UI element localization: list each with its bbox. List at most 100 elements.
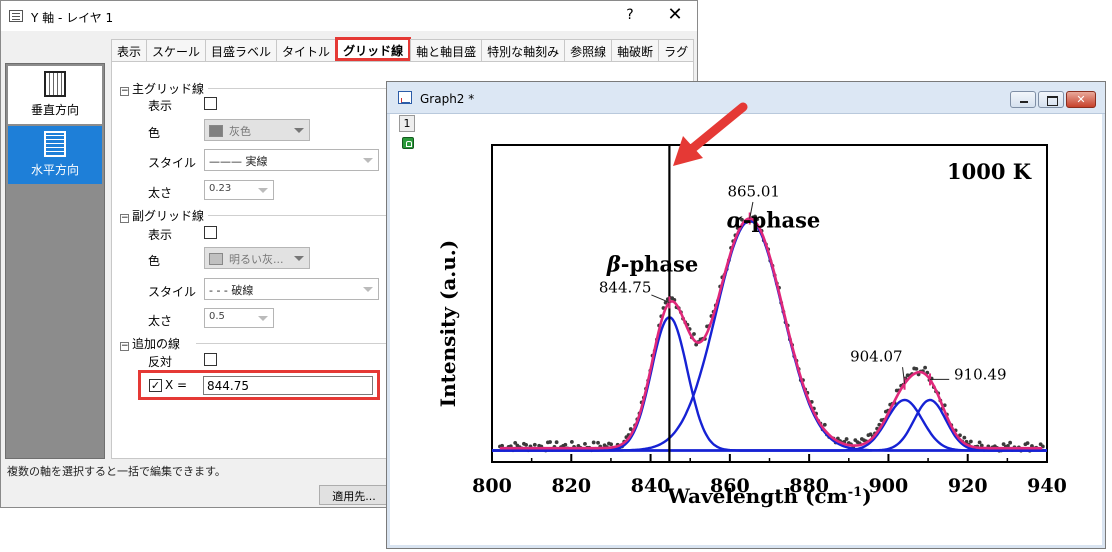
tab-2[interactable]: 目盛ラベル	[205, 39, 278, 61]
minor-width-label: 太さ	[148, 314, 173, 328]
data-point	[563, 442, 568, 447]
data-point	[914, 366, 919, 371]
peak-leader-line	[651, 294, 670, 303]
chevron-down-icon	[294, 256, 304, 261]
major-width-label: 太さ	[148, 186, 173, 200]
minor-style-label: スタイル	[148, 285, 197, 299]
maximize-button[interactable]	[1038, 91, 1064, 108]
help-button[interactable]: ?	[626, 7, 634, 23]
minor-color-select[interactable]: 明るい灰...	[204, 247, 310, 269]
data-point	[513, 440, 518, 445]
tab-5[interactable]: 軸と軸目盛	[410, 39, 483, 61]
data-point	[524, 443, 528, 447]
status-text: 複数の軸を選択すると一括で編集できます。	[7, 465, 226, 478]
chevron-down-icon	[258, 316, 268, 321]
sidebar-item-label: 垂直方向	[30, 103, 79, 117]
phase-label-1: α-phase	[727, 208, 821, 233]
close-button[interactable]: ✕	[667, 4, 683, 25]
data-point	[596, 440, 600, 445]
chevron-down-icon	[363, 158, 373, 163]
dialog-titlebar[interactable]: Y 軸 - レイヤ 1 ? ✕	[1, 1, 697, 31]
graph-window: Graph2 * 1 800 820 840 860 880 900 920 940 Wavel…	[386, 81, 1106, 549]
chevron-down-icon	[258, 188, 268, 193]
data-point	[968, 439, 973, 444]
data-point	[554, 440, 559, 445]
sidebar-item-label: 水平方向	[30, 163, 79, 177]
tab-7[interactable]: 参照線	[564, 39, 613, 61]
peak-label-0: 844.75	[599, 278, 652, 296]
opposite-checkbox[interactable]	[204, 353, 217, 366]
graph-title: Graph2 *	[420, 92, 475, 106]
peak-label-3: 910.49	[954, 365, 1007, 383]
tab-6[interactable]: 特別な軸刻み	[481, 39, 566, 61]
data-point	[1008, 440, 1013, 445]
chevron-down-icon	[363, 287, 373, 292]
major-show-checkbox[interactable]	[204, 97, 217, 110]
layer-tab[interactable]: 1	[399, 115, 415, 132]
x-tick-label: 820	[551, 475, 591, 497]
opposite-label: 反対	[148, 355, 173, 369]
sidebar-item-vertical[interactable]: 垂直方向	[8, 66, 102, 124]
x-line-checkbox[interactable]: ✓	[149, 379, 162, 392]
major-grid-header[interactable]: − 主グリッド線	[120, 82, 205, 96]
apply-to-button[interactable]: 適用先...	[319, 485, 389, 505]
minor-grid-header[interactable]: − 副グリッド線	[120, 209, 205, 223]
major-width-select[interactable]: 0.23	[204, 180, 274, 200]
data-point	[532, 442, 537, 447]
data-point	[977, 440, 982, 445]
fit-envelope	[499, 217, 1043, 450]
data-point	[591, 440, 596, 445]
peak-leader-line	[902, 367, 906, 384]
data-point	[979, 443, 984, 448]
temperature-label: 1000 K	[947, 159, 1032, 184]
lock-icon[interactable]	[402, 137, 414, 149]
color-swatch	[209, 125, 223, 137]
y-axis-label: Intensity (a.u.)	[436, 240, 460, 407]
tab-9[interactable]: ラグ	[658, 39, 695, 61]
collapse-icon[interactable]: −	[120, 341, 129, 351]
major-style-select[interactable]: ——— 実線	[204, 149, 379, 171]
data-point	[548, 440, 552, 444]
peak-leader-line	[749, 201, 754, 219]
tab-1[interactable]: スケール	[146, 39, 207, 61]
data-point	[844, 437, 849, 441]
tab-3[interactable]: タイトル	[276, 39, 337, 61]
dialog-tabs: 表示 スケール 目盛ラベル タイトル グリッド線 軸と軸目盛 特別な軸刻み 参照線 軸破断 ラグ	[111, 37, 695, 61]
x-tick-label: 900	[869, 475, 909, 497]
major-color-label: 色	[148, 126, 161, 140]
major-show-label: 表示	[148, 99, 173, 113]
additional-lines-header[interactable]: − 追加の線	[120, 337, 181, 351]
minor-style-select[interactable]: - - - 破線	[204, 278, 379, 300]
tab-0[interactable]: 表示	[111, 39, 148, 61]
x-tick-label: 800	[472, 475, 512, 497]
color-swatch	[209, 253, 223, 265]
peak-curve-3	[492, 398, 1047, 452]
dialog-title: Y 軸 - レイヤ 1	[31, 11, 114, 25]
data-point	[822, 422, 827, 427]
major-color-select[interactable]: 灰色	[204, 119, 310, 141]
direction-sidebar: 垂直方向 水平方向	[5, 63, 105, 459]
collapse-icon[interactable]: −	[120, 86, 129, 96]
x-line-label: X =	[165, 378, 188, 392]
peak-curve-0	[492, 316, 1047, 452]
x-value-input[interactable]	[203, 376, 373, 395]
minor-width-select[interactable]: 0.5	[204, 308, 274, 328]
data-point	[609, 442, 614, 447]
horizontal-grid-icon	[44, 131, 66, 157]
graph-close-button[interactable]	[1066, 91, 1096, 108]
graph-icon	[398, 91, 412, 104]
peak-label-1: 865.01	[727, 183, 780, 201]
x-tick-label: 920	[948, 475, 988, 497]
sidebar-item-horizontal[interactable]: 水平方向	[8, 126, 102, 184]
data-point	[753, 214, 757, 219]
data-point	[1006, 443, 1010, 448]
tab-8[interactable]: 軸破断	[611, 39, 660, 61]
minor-show-checkbox[interactable]	[204, 226, 217, 239]
minor-color-label: 色	[148, 254, 161, 268]
tab-4[interactable]: グリッド線	[335, 37, 412, 61]
x-tick-label: 860	[710, 475, 750, 497]
data-point	[962, 435, 967, 440]
minimize-button[interactable]	[1010, 91, 1036, 108]
x-tick-label: 880	[789, 475, 829, 497]
collapse-icon[interactable]: −	[120, 213, 129, 223]
